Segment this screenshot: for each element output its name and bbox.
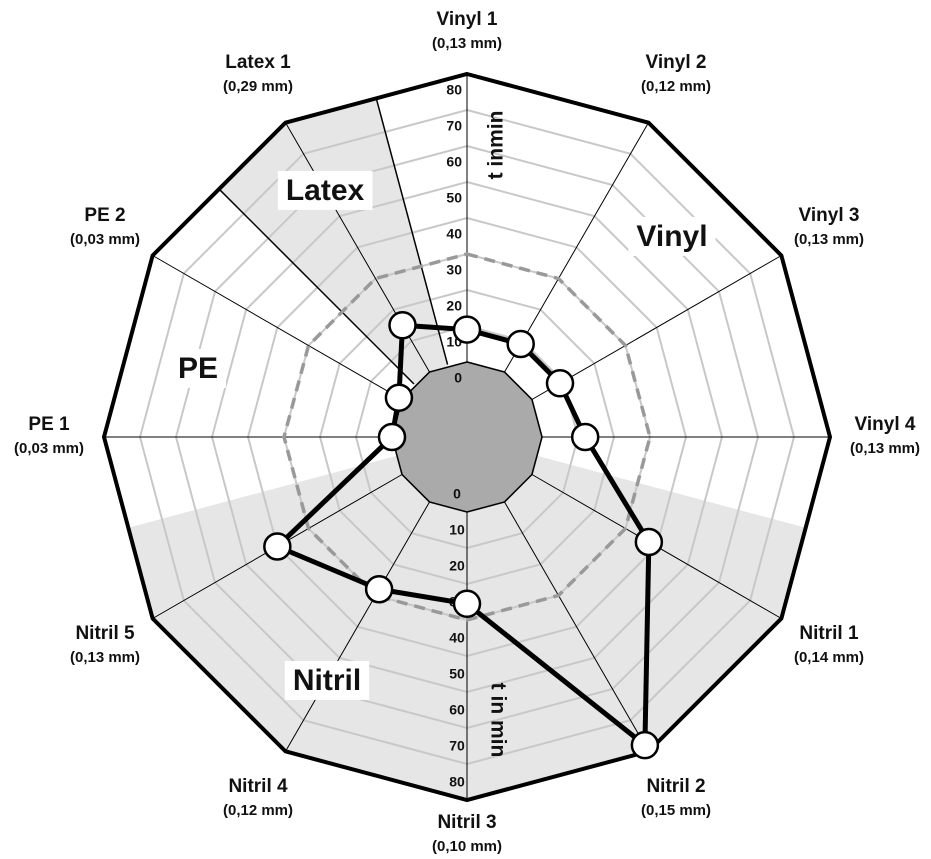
category-note: (0,03 mm) xyxy=(70,231,140,248)
category-label: Vinyl 1 xyxy=(437,9,498,30)
y-tick-label: 80 xyxy=(446,82,462,98)
category-label: Nitril 5 xyxy=(75,623,135,644)
group-label-bg xyxy=(277,170,373,210)
sector-boundary xyxy=(375,98,449,365)
category-label: Nitril 2 xyxy=(646,776,705,797)
y-tick-label: 40 xyxy=(449,630,465,646)
data-point xyxy=(377,422,407,452)
y-tick-label: 0 xyxy=(454,370,462,386)
data-point xyxy=(506,329,535,359)
outer-border xyxy=(101,71,833,803)
spoke xyxy=(152,255,403,400)
data-point xyxy=(545,369,575,398)
category-note: (0,10 mm) xyxy=(432,838,502,855)
y-tick-label: 50 xyxy=(449,666,465,682)
category-note: (0,13 mm) xyxy=(850,440,920,457)
y-tick-label: 20 xyxy=(446,298,462,314)
y-tick-label: 40 xyxy=(446,226,462,242)
category-note: (0,29 mm) xyxy=(223,78,293,95)
category-note: (0,12 mm) xyxy=(223,802,293,819)
category-note: (0,13 mm) xyxy=(794,231,864,248)
group-label: Nitril xyxy=(293,664,361,697)
data-point xyxy=(263,532,292,561)
category-label: Vinyl 3 xyxy=(799,205,860,226)
category-label: Nitril 3 xyxy=(437,812,496,833)
sector-boundary xyxy=(218,188,415,385)
y-tick-label: 0 xyxy=(453,486,461,502)
data-point xyxy=(570,422,600,452)
y-tick-label: 50 xyxy=(446,190,462,206)
group-label: Latex xyxy=(286,174,365,207)
category-label: PE 1 xyxy=(28,414,70,435)
axis-label: t in min xyxy=(486,683,509,758)
reference-line xyxy=(282,252,652,622)
category-label: Latex 1 xyxy=(225,52,291,73)
y-tick-label: 80 xyxy=(449,774,465,790)
category-label: Vinyl 4 xyxy=(855,414,916,435)
y-tick-label: 10 xyxy=(449,522,465,538)
data-point xyxy=(384,383,414,412)
group-label-bg xyxy=(628,216,716,256)
spoke xyxy=(504,501,649,752)
category-label: Nitril 4 xyxy=(228,776,288,797)
group-label: Vinyl xyxy=(636,220,707,253)
category-note: (0,12 mm) xyxy=(641,78,711,95)
y-tick-label: 70 xyxy=(449,738,465,754)
y-tick-label: 70 xyxy=(446,118,462,134)
y-tick-label: 20 xyxy=(449,558,465,574)
category-label: PE 2 xyxy=(84,205,125,226)
data-point xyxy=(452,315,482,344)
data-point xyxy=(452,589,482,619)
data-point xyxy=(630,730,660,760)
category-note: (0,03 mm) xyxy=(14,440,84,457)
spoke xyxy=(285,501,430,752)
spoke xyxy=(531,255,782,400)
group-label-bg xyxy=(284,660,370,700)
category-note: (0,13 mm) xyxy=(432,35,502,52)
group-label: PE xyxy=(178,352,218,385)
category-note: (0,15 mm) xyxy=(641,802,711,819)
category-note: (0,14 mm) xyxy=(794,649,864,666)
data-point xyxy=(364,574,394,604)
y-tick-label: 30 xyxy=(446,262,462,278)
y-tick-label: 60 xyxy=(449,702,465,718)
data-point xyxy=(388,311,417,340)
spoke xyxy=(504,122,649,373)
category-note: (0,13 mm) xyxy=(70,649,140,666)
group-label-bg xyxy=(169,348,227,388)
axis-label: t inmin xyxy=(485,111,508,180)
category-label: Vinyl 2 xyxy=(646,52,707,73)
y-tick-label: 60 xyxy=(446,154,462,170)
category-label: Nitril 1 xyxy=(799,623,859,644)
data-point xyxy=(634,527,664,557)
